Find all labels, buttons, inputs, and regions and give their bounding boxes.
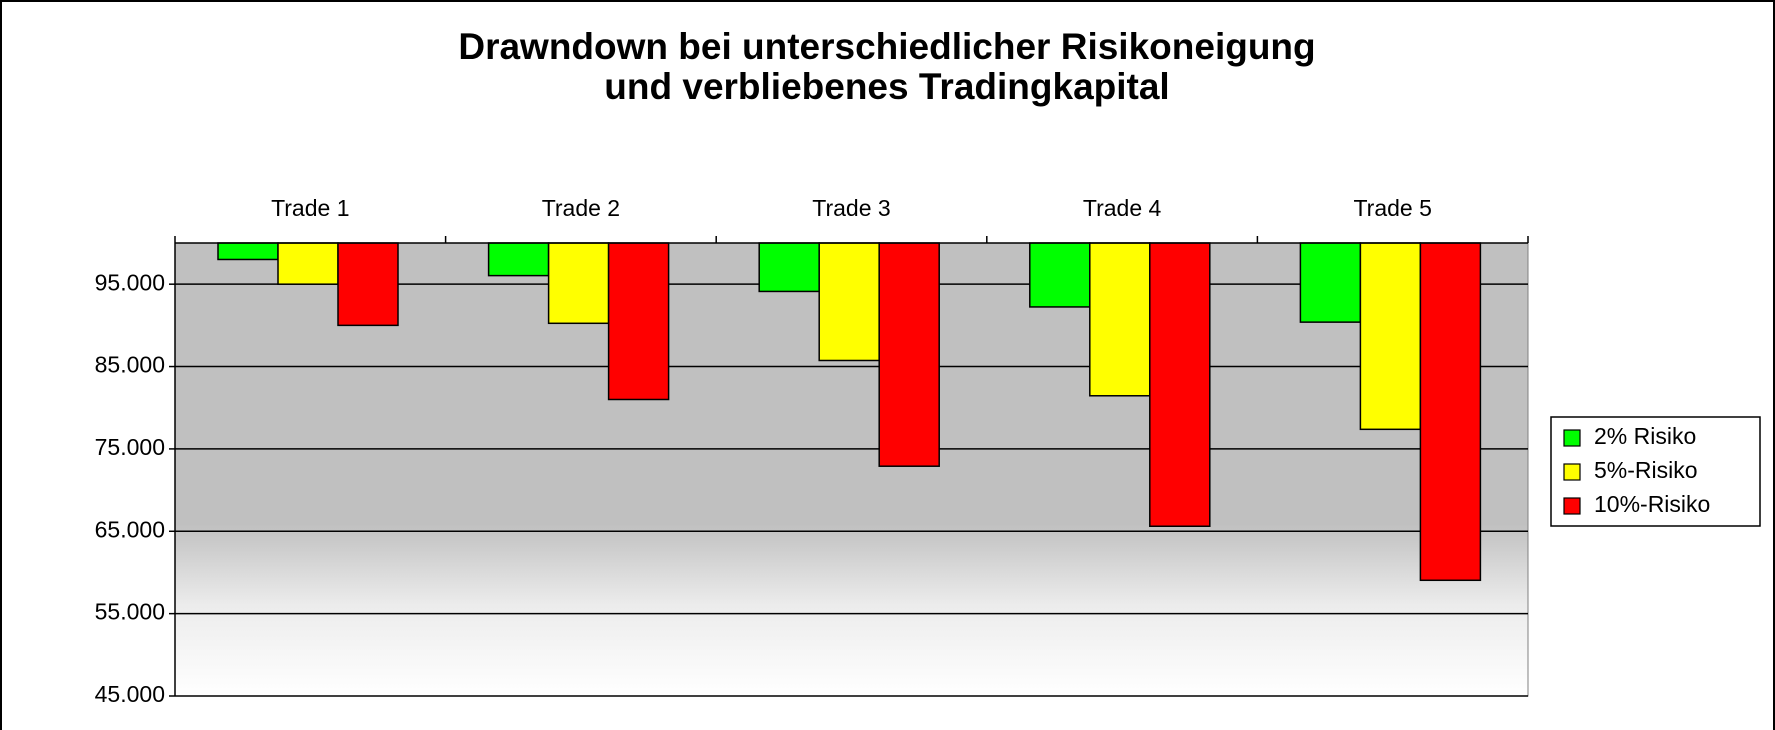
bar: [1089, 242, 1151, 397]
legend-swatch: [1563, 429, 1581, 447]
bar: [277, 242, 339, 285]
bar: [1419, 242, 1482, 582]
bar: [547, 242, 610, 325]
bar: [878, 242, 940, 467]
x-tick-label: Trade 3: [812, 195, 890, 221]
bar: [1029, 242, 1091, 308]
x-tick-label: Trade 5: [1353, 195, 1431, 221]
legend: [1550, 416, 1761, 527]
legend-swatch: [1563, 497, 1581, 515]
bar: [818, 242, 880, 362]
bar: [1299, 242, 1362, 323]
y-tick-label: 85.000: [95, 352, 165, 378]
bar: [758, 242, 820, 293]
bar: [1359, 242, 1422, 431]
x-tick-label: Trade 1: [271, 195, 349, 221]
bar: [337, 242, 399, 327]
y-tick-label: 95.000: [95, 269, 165, 295]
x-tick-label: Trade 4: [1083, 195, 1162, 221]
bar: [487, 242, 550, 277]
bar: [217, 242, 279, 261]
bar: [607, 242, 670, 401]
y-tick-label: 45.000: [95, 681, 165, 707]
y-tick-label: 65.000: [95, 516, 165, 542]
legend-swatch: [1563, 463, 1581, 481]
bar: [1149, 242, 1211, 527]
x-tick-label: Trade 2: [542, 195, 620, 221]
legend-label: 2% Risiko: [1594, 423, 1696, 449]
chart-title: Drawndown bei unterschiedlicher Risikone…: [458, 26, 1315, 67]
y-tick-label: 75.000: [95, 434, 165, 460]
legend-label: 5%-Risiko: [1594, 457, 1698, 483]
chart-title: und verbliebenes Tradingkapital: [604, 66, 1169, 107]
legend-label: 10%-Risiko: [1594, 491, 1710, 517]
y-tick-label: 55.000: [95, 599, 165, 625]
